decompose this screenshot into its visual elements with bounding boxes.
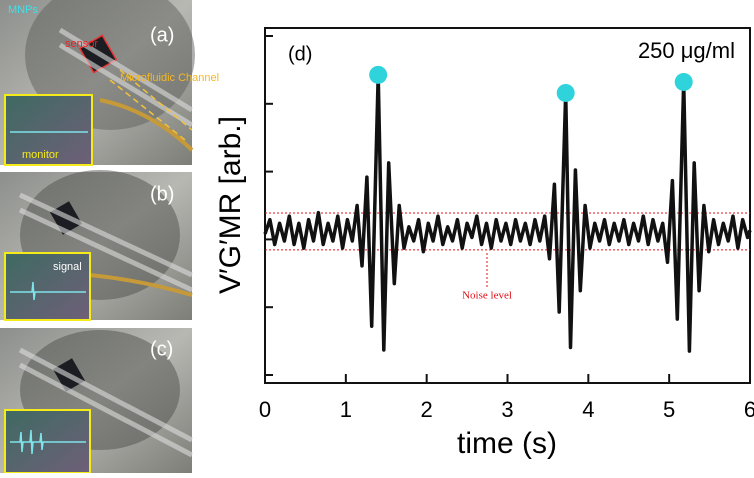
signal-line (263, 73, 752, 353)
x-tick-label: 5 (663, 397, 675, 422)
x-tick-label: 6 (744, 397, 754, 422)
panel-label: (c) (150, 338, 173, 360)
x-axis-title: time (s) (457, 427, 557, 460)
annotation: Microfluidic Channel (120, 72, 219, 84)
annotation: monitor (22, 149, 59, 161)
panel-label: (b) (150, 183, 174, 205)
panel-label: (d) (288, 43, 312, 65)
concentration-label: 250 μg/ml (638, 38, 735, 63)
x-tick-label: 4 (582, 397, 594, 422)
annotation: sensor (65, 38, 98, 50)
x-tick-label: 3 (501, 397, 513, 422)
panel-label: (a) (150, 24, 174, 46)
photo-a: (a) MNPs sensor Microfluidic Channel mon… (0, 0, 219, 166)
annotation: MNPs (8, 4, 38, 16)
peak-marker (369, 65, 388, 84)
photo-c: (c) (0, 328, 194, 474)
peak-marker (556, 83, 575, 102)
y-axis-title: V′G′MR [arb.] (214, 116, 247, 294)
x-tick-label: 1 (340, 397, 352, 422)
photo-b: (b) signal (0, 170, 194, 321)
x-tick-label: 2 (421, 397, 433, 422)
chart: (d) 250 μg/ml time (s) V′G′MR [arb.] 0 1 2… (214, 27, 754, 460)
noise-level-label: Noise level (462, 290, 512, 302)
annotation: signal (53, 261, 82, 273)
x-tick-label: 0 (259, 397, 271, 422)
peak-marker (674, 72, 693, 91)
